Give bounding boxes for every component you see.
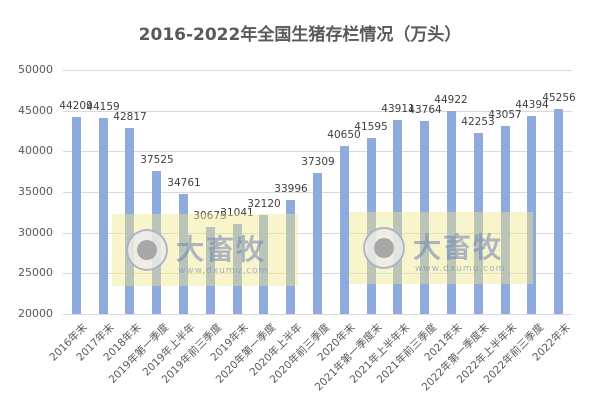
data-label: 37525: [140, 154, 174, 166]
watermark-url: www.dxumu.com: [178, 266, 269, 276]
watermark-logo-icon: [126, 229, 168, 271]
gridline: [63, 151, 572, 152]
data-label: 43764: [408, 104, 442, 116]
y-tick-label: 25000: [18, 266, 53, 279]
data-label: 34761: [167, 177, 201, 189]
bar: [125, 128, 134, 314]
bar: [99, 118, 108, 314]
bar: [501, 126, 510, 314]
data-label: 31041: [220, 207, 254, 219]
chart-title: 2016-2022年全国生猪存栏情况（万头）: [138, 25, 462, 45]
bar: [286, 200, 295, 314]
watermark: 大畜牧 www.dxumu.com: [112, 214, 298, 286]
bar: [527, 116, 536, 314]
y-tick-label: 50000: [18, 63, 53, 76]
data-label: 43911: [381, 103, 415, 115]
bar: [420, 121, 429, 314]
data-label: 42817: [113, 111, 147, 123]
data-label: 37309: [301, 156, 335, 168]
bar: [340, 146, 349, 314]
gridline: [63, 314, 572, 315]
bar: [179, 194, 188, 314]
data-label: 30675: [193, 210, 227, 222]
data-label: 33996: [274, 183, 308, 195]
data-label: 44394: [515, 99, 549, 111]
data-label: 40650: [327, 129, 361, 141]
bar: [367, 138, 376, 314]
data-label: 44209: [59, 100, 93, 112]
gridline: [63, 70, 572, 71]
y-tick-label: 40000: [18, 144, 53, 157]
data-label: 43057: [488, 109, 522, 121]
watermark-logo-icon: [363, 227, 405, 269]
data-label: 42253: [461, 116, 495, 128]
bar: [259, 215, 268, 314]
bar: [206, 227, 215, 314]
data-label: 41595: [354, 121, 388, 133]
y-tick-label: 20000: [18, 307, 53, 320]
bar: [72, 117, 81, 314]
bar: [393, 120, 402, 314]
y-tick-label: 35000: [18, 185, 53, 198]
watermark-text: 大畜牧: [413, 231, 504, 264]
bar: [474, 133, 483, 314]
bar: [313, 173, 322, 314]
watermark-url: www.dxumu.com: [415, 264, 506, 274]
y-tick-label: 30000: [18, 226, 53, 239]
gridline: [63, 111, 572, 112]
bar: [447, 111, 456, 314]
watermark: 大畜牧 www.dxumu.com: [349, 212, 533, 284]
watermark-text: 大畜牧: [176, 233, 267, 266]
bar: [233, 224, 242, 314]
data-label: 45256: [542, 92, 576, 104]
bar: [554, 109, 563, 314]
data-label: 32120: [247, 198, 281, 210]
data-label: 44922: [434, 94, 468, 106]
data-label: 44159: [86, 101, 120, 113]
y-tick-label: 45000: [18, 104, 53, 117]
